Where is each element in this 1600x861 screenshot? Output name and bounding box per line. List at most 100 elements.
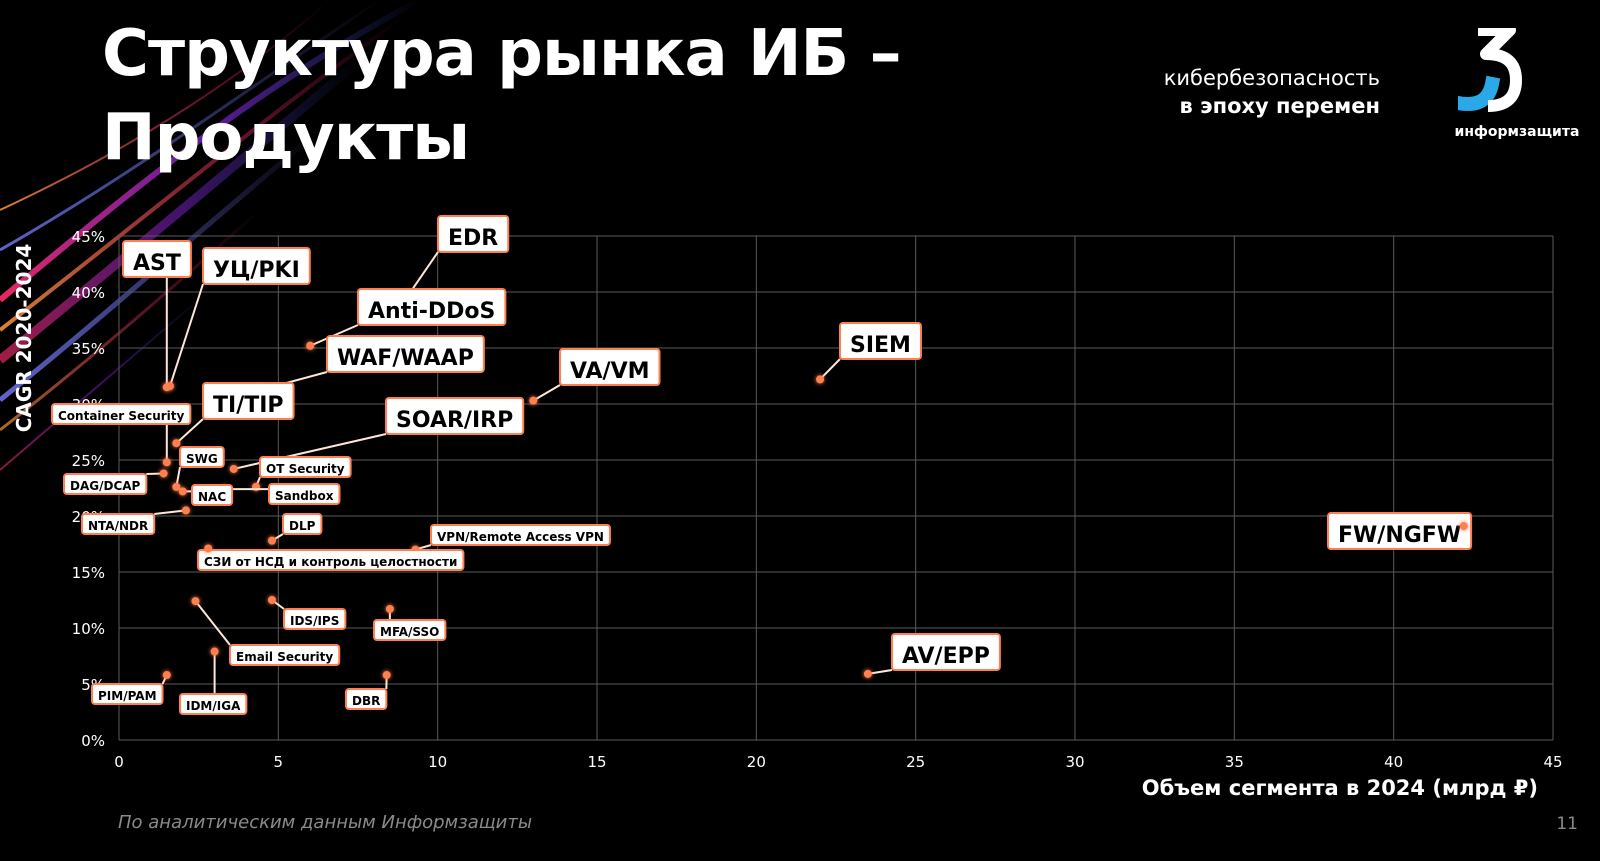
page-title-line2: Продукты <box>102 101 470 175</box>
point-label: СЗИ от НСД и контроль целостности <box>204 555 457 569</box>
point-label-box <box>191 484 234 506</box>
data-point <box>385 604 394 613</box>
x-axis-label: Объем сегмента в 2024 (млрд ₽) <box>1141 776 1538 800</box>
point-connector <box>408 251 439 295</box>
point-label: SOAR/IRP <box>396 408 513 433</box>
data-point <box>306 341 315 350</box>
point-connector <box>194 600 231 646</box>
y-tick-label: 25% <box>72 452 105 470</box>
point-label-box <box>283 608 347 630</box>
x-tick-label: 45 <box>1543 753 1562 771</box>
source-note: По аналитическим данным Информзащиты <box>118 812 533 833</box>
point-label: IDS/IPS <box>290 614 339 628</box>
point-label-box <box>229 644 341 666</box>
data-point <box>816 375 825 384</box>
data-point <box>181 506 190 515</box>
data-point <box>210 647 219 656</box>
point-label: VPN/Remote Access VPN <box>437 530 604 544</box>
point-label: IDM/IGA <box>186 699 241 713</box>
point-label-box <box>891 633 1001 671</box>
y-tick-label: 40% <box>72 284 105 302</box>
point-label-box <box>179 446 225 468</box>
point-label-box <box>197 549 465 571</box>
data-point <box>162 671 171 680</box>
point-label: DLP <box>289 519 316 533</box>
point-label: WAF/WAAP <box>337 346 474 371</box>
data-point <box>229 464 238 473</box>
informzaschita-logo-icon <box>1458 28 1522 112</box>
point-label-box <box>437 215 510 253</box>
y-tick-label: 35% <box>72 340 105 358</box>
point-label: AV/EPP <box>902 644 990 669</box>
tagline-line1: кибербезопасность <box>1163 66 1380 90</box>
point-label: NTA/NDR <box>88 519 148 533</box>
point-label: TI/TIP <box>213 393 284 418</box>
data-point <box>162 458 171 467</box>
point-label: PIM/PAM <box>98 689 157 703</box>
point-label-box <box>51 403 192 425</box>
point-label-box <box>202 247 311 285</box>
point-label: DAG/DCAP <box>70 479 141 493</box>
point-connector <box>819 358 841 381</box>
point-label: FW/NGFW <box>1338 523 1461 548</box>
point-label-box <box>202 382 295 420</box>
tagline-line2: в эпоху перемен <box>1179 94 1380 118</box>
data-point <box>165 382 174 391</box>
point-label-box <box>430 524 611 546</box>
point-connector <box>532 384 561 402</box>
data-point <box>172 439 181 448</box>
point-label-box <box>91 683 164 705</box>
x-tick-label: 5 <box>274 753 284 771</box>
x-tick-label: 10 <box>428 753 447 771</box>
data-point <box>529 396 538 405</box>
y-tick-label: 0% <box>81 732 105 750</box>
data-point <box>382 671 391 680</box>
logo-text: информзащита <box>1454 124 1580 140</box>
point-label-box <box>385 397 525 435</box>
point-label-box <box>122 240 192 278</box>
point-label: Email Security <box>236 650 333 664</box>
data-point <box>1459 522 1468 531</box>
event-tagline: кибербезопасность в эпоху перемен <box>1164 64 1380 120</box>
point-connector <box>867 669 893 675</box>
x-tick-label: 15 <box>587 753 606 771</box>
page-title: Структура рынка ИБ – Продукты <box>102 12 902 180</box>
point-label: DBR <box>352 694 380 708</box>
point-label-box <box>839 322 922 360</box>
page-title-line1: Структура рынка ИБ – <box>102 17 902 91</box>
x-tick-label: 20 <box>747 753 766 771</box>
point-label: OT Security <box>266 462 345 476</box>
point-label-box <box>81 513 156 535</box>
point-connector <box>154 509 187 515</box>
y-tick-label: 45% <box>72 228 105 246</box>
data-point <box>267 596 276 604</box>
y-tick-label: 15% <box>72 564 105 582</box>
x-tick-label: 25 <box>906 753 925 771</box>
point-label-box <box>268 483 341 505</box>
point-label-box <box>1327 512 1473 550</box>
point-connector <box>175 418 204 444</box>
decorative-light-streaks <box>0 0 420 471</box>
point-label: AST <box>133 251 181 276</box>
point-label: MFA/SSO <box>380 625 439 639</box>
x-tick-label: 35 <box>1225 753 1244 771</box>
point-label: Anti-DDoS <box>368 299 495 324</box>
point-label-box <box>357 288 507 326</box>
x-tick-label: 0 <box>114 753 124 771</box>
point-label: EDR <box>448 226 498 251</box>
point-label: SIEM <box>850 333 911 358</box>
point-label-box <box>282 513 323 535</box>
point-label-box <box>326 335 485 373</box>
point-label: Container Security <box>58 409 185 423</box>
data-point <box>204 544 213 553</box>
point-connector <box>169 283 204 387</box>
point-label-box <box>345 688 388 710</box>
point-label: Sandbox <box>275 489 334 503</box>
y-tick-label: 10% <box>72 620 105 638</box>
point-label-box <box>179 693 248 715</box>
x-tick-label: 30 <box>1065 753 1084 771</box>
x-tick-label: 40 <box>1384 753 1403 771</box>
point-label: NAC <box>198 490 226 504</box>
data-point <box>863 669 872 678</box>
